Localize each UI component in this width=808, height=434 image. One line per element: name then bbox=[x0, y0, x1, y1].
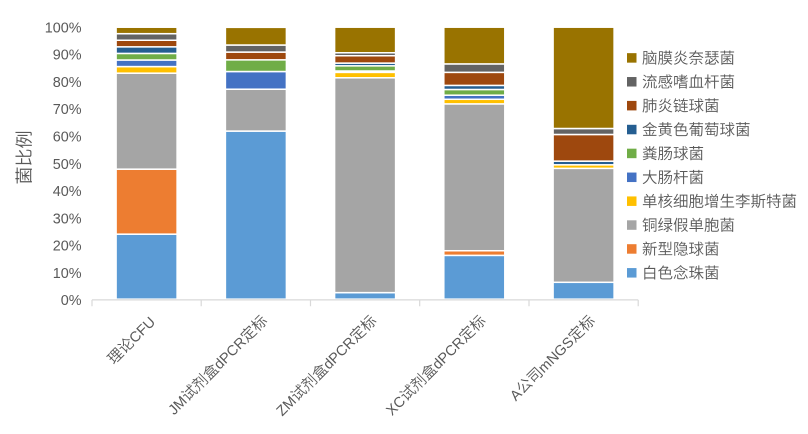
svg-text:0%: 0% bbox=[61, 293, 82, 309]
svg-text:90%: 90% bbox=[53, 48, 82, 64]
svg-text:50%: 50% bbox=[53, 157, 82, 173]
svg-text:60%: 60% bbox=[53, 130, 82, 146]
svg-text:70%: 70% bbox=[53, 102, 82, 118]
svg-text:10%: 10% bbox=[53, 266, 82, 282]
svg-text:30%: 30% bbox=[53, 211, 82, 227]
svg-text:20%: 20% bbox=[53, 239, 82, 255]
svg-text:40%: 40% bbox=[53, 184, 82, 200]
svg-text:100%: 100% bbox=[45, 20, 82, 36]
svg-text:80%: 80% bbox=[53, 75, 82, 91]
